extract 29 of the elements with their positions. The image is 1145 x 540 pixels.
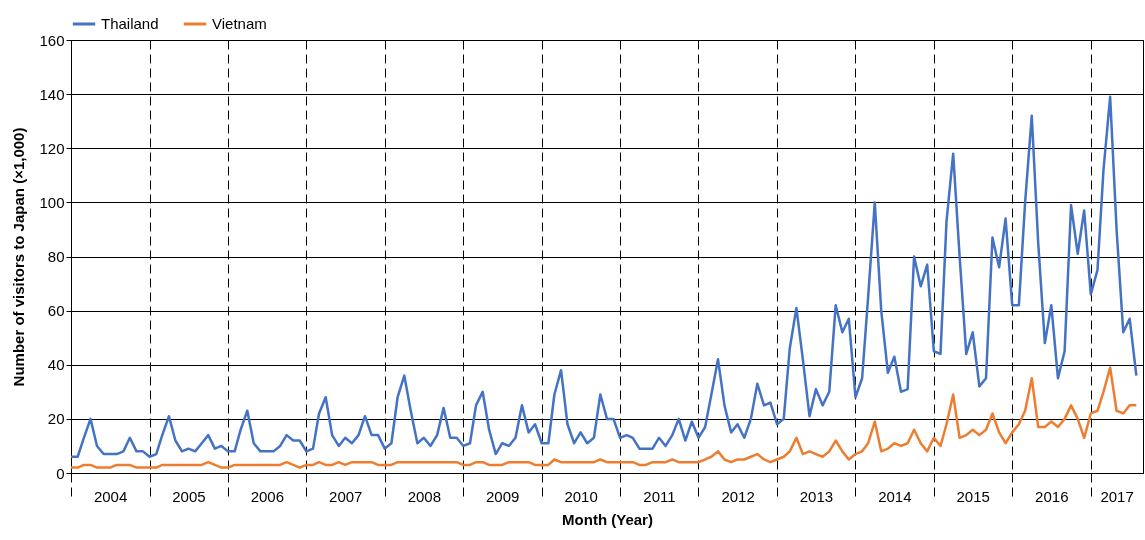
y-tick-label: 120 xyxy=(39,139,65,157)
y-tick-label: 100 xyxy=(39,193,65,211)
legend-label: Thailand xyxy=(101,15,159,32)
x-tick-label: 2013 xyxy=(799,487,834,505)
x-tick-label: 2015 xyxy=(956,487,990,505)
y-tick-label: 60 xyxy=(47,302,65,320)
x-tick-label: 2006 xyxy=(250,487,285,505)
x-tick-label: 2007 xyxy=(329,487,363,505)
y-axis-title: Number of visitors to Japan (×1,000) xyxy=(10,127,28,387)
x-tick-label: 2016 xyxy=(1035,487,1069,505)
line-series xyxy=(69,95,1138,459)
x-tick-label: 2017 xyxy=(1100,487,1134,505)
x-axis-title: Month (Year) xyxy=(562,510,653,528)
x-tick-label: 2011 xyxy=(643,487,676,505)
x-tick-label: 2010 xyxy=(564,487,598,505)
y-tick-label: 40 xyxy=(47,356,65,374)
x-tick-label: 2005 xyxy=(172,487,206,505)
line-series xyxy=(69,366,1138,469)
x-tick-label: 2009 xyxy=(486,487,520,505)
y-tick-label: 160 xyxy=(39,31,65,49)
x-tick-label: 2012 xyxy=(721,487,755,505)
y-tick-label: 20 xyxy=(47,410,65,428)
y-tick-label: 140 xyxy=(39,85,65,103)
x-tick-label: 2008 xyxy=(407,487,442,505)
y-tick-label: 80 xyxy=(47,248,65,265)
legend-label: Vietnam xyxy=(212,15,267,32)
x-tick-label: 2004 xyxy=(93,487,128,505)
x-tick-label: 2014 xyxy=(878,487,912,505)
y-tick-label: 0 xyxy=(56,464,65,482)
